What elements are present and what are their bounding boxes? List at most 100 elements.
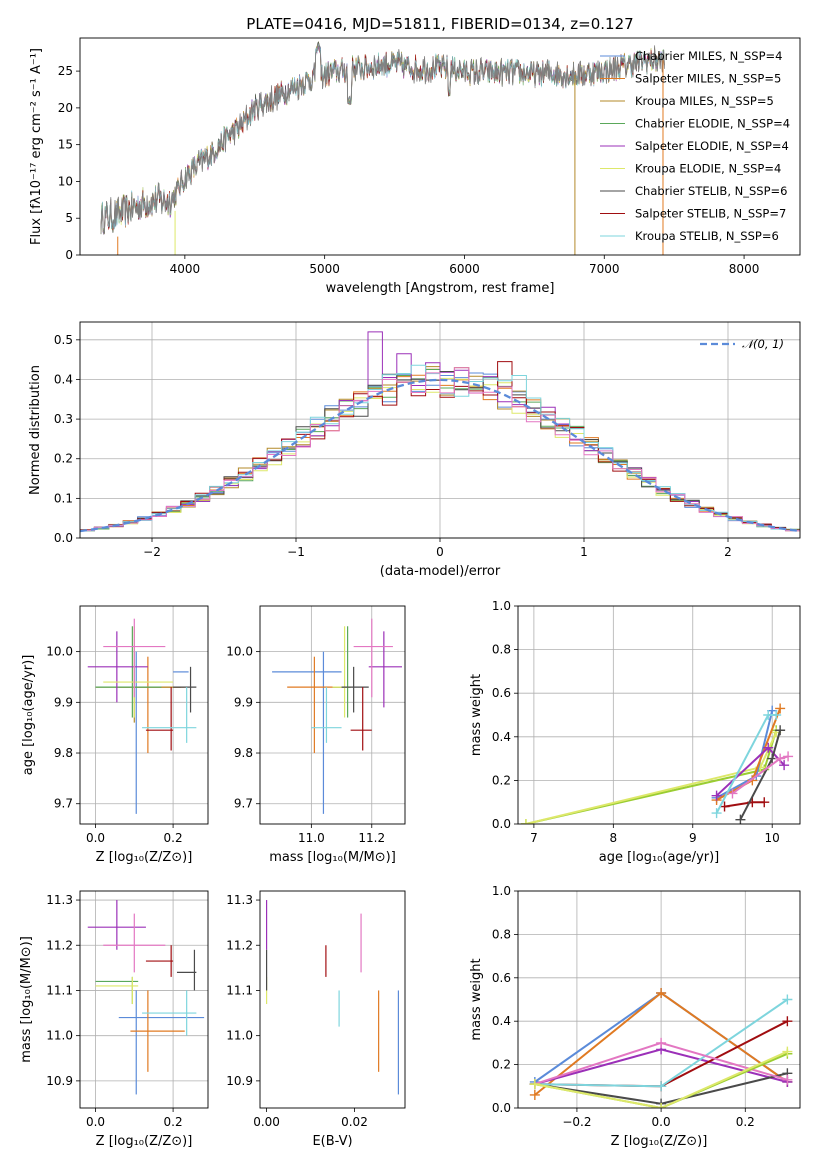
x-tick-label: 11.2 — [358, 831, 385, 845]
x-axis-label: age [log₁₀(age/yr)] — [599, 850, 720, 865]
plots-layer: 4000 5000 6000 7000 80000510152025wavelength… — [19, 37, 801, 1149]
y-tick-label: 0.8 — [492, 927, 511, 941]
errorbar-point-purple — [87, 631, 148, 703]
x-tick-label: 6000 — [449, 262, 480, 276]
series-pink — [727, 751, 794, 799]
y-tick-label: 1.0 — [492, 884, 511, 898]
series-marker — [656, 1081, 667, 1092]
y-tick-label: 0.6 — [492, 686, 511, 700]
x-tick-label: 0.2 — [736, 1115, 755, 1129]
x-tick-label: 0 — [436, 545, 444, 559]
y-tick-label: 11.1 — [46, 983, 73, 997]
x-tick-label: 0.2 — [164, 831, 183, 845]
errorbar-point-darkred — [145, 687, 174, 751]
series-marker — [782, 1016, 793, 1027]
legend-label-gaussian: 𝒩(0, 1) — [742, 337, 784, 351]
series-marker — [775, 753, 786, 764]
y-tick-label: 11.3 — [46, 893, 73, 907]
series-marker — [520, 819, 531, 824]
axes-frame — [517, 605, 801, 825]
x-tick-label: 4000 — [170, 262, 201, 276]
y-tick-label: 9.8 — [234, 746, 253, 760]
y-axis-label: mass weight — [469, 674, 484, 756]
plot-area-mass-vs-z — [87, 900, 205, 1095]
histogram-legend: 𝒩(0, 1) — [700, 337, 784, 351]
errorbar-point-blue — [118, 990, 205, 1095]
ticks-histogram: −2 −1 0 1 2 0.0 0.1 0.2 0.3 0.4 0.5 — [54, 333, 732, 559]
y-tick-label: 0.5 — [54, 333, 73, 347]
x-axis-label: Z [log₁₀(Z/Z⊙)] — [96, 1134, 193, 1149]
errorbar-point-cyan — [142, 687, 197, 743]
errorbar-point-darkgray — [176, 949, 197, 991]
x-tick-label: 0.0 — [652, 1115, 671, 1129]
errorbar-point-darkred — [145, 945, 174, 977]
x-tick-label: 0.00 — [253, 1115, 280, 1129]
spectrum-legend: Chabrier MILES, N_SSP=4 Salpeter MILES, N… — [600, 49, 790, 243]
series-line — [534, 1050, 788, 1108]
errorbar-point-cyan — [142, 990, 197, 1036]
errorbar-point-purple — [368, 631, 402, 708]
series-marker — [775, 703, 786, 714]
axes-frame — [517, 890, 801, 1109]
y-axis-label: mass weight — [469, 958, 484, 1040]
series-pink — [529, 1037, 793, 1090]
x-tick-label: 10 — [765, 831, 780, 845]
x-tick-label: 0.0 — [86, 831, 105, 845]
panel-age-vs-mass: 11.0 11.2 9.7 9.8 9.9 10.0 mass [log₁₀(M/M⊙)] — [226, 605, 406, 865]
y-tick-label: 11.2 — [226, 938, 253, 952]
y-axis-label: age [log₁₀(age/yr)] — [21, 655, 36, 776]
axes-frame — [79, 321, 801, 539]
y-tick-label: 0.1 — [54, 491, 73, 505]
y-tick-label: 0.0 — [492, 1101, 511, 1115]
x-axis-label: Z [log₁₀(Z/Z⊙)] — [96, 850, 193, 865]
axes-frame — [259, 605, 406, 825]
y-tick-label: 10.0 — [46, 645, 73, 659]
ticks-age-vs-z: 0.0 0.2 9.7 9.8 9.9 10.0 — [46, 645, 182, 845]
y-tick-label: 10.9 — [46, 1074, 73, 1088]
ticks-massweight-vs-age: 7 8 9 10 0.0 0.2 0.4 0.6 0.8 1.0 — [492, 599, 780, 845]
y-tick-label: 0 — [65, 248, 73, 262]
series-marker — [771, 710, 782, 720]
x-tick-label: −0.2 — [562, 1115, 591, 1129]
ticks-massweight-vs-z: −0.2 0.0 0.2 0.0 0.2 0.4 0.6 0.8 1.0 — [492, 884, 755, 1129]
series-marker — [759, 797, 770, 808]
axes-frame — [79, 890, 209, 1109]
y-tick-label: 0.3 — [54, 412, 73, 426]
x-tick-label: 11.0 — [298, 831, 325, 845]
series-marker — [656, 987, 667, 998]
y-tick-label: 0.2 — [492, 1058, 511, 1072]
series-marker — [711, 790, 722, 801]
y-tick-label: 15 — [58, 138, 73, 152]
panel-age-vs-z: 0.0 0.2 9.7 9.8 9.9 10.0 Z [log₁₀(Z/Z⊙)] age [l… — [21, 605, 209, 865]
y-tick-label: 5 — [65, 211, 73, 225]
gaussian-curve — [80, 378, 800, 533]
x-tick-label: 8000 — [729, 262, 760, 276]
errorbar-point-pink — [353, 618, 393, 698]
series-marker — [779, 760, 790, 771]
y-axis-label: mass [log₁₀(M/M⊙)] — [19, 936, 34, 1063]
plot-area-massweight-vs-z — [529, 987, 793, 1108]
panel-massweight-vs-age: 7 8 9 10 0.0 0.2 0.4 0.6 0.8 1.0 age [log₁₀(age/yr… — [469, 599, 801, 865]
ticks-spectrum: 4000 5000 6000 7000 8000 0 5 10 15 20 25 — [58, 64, 760, 276]
y-tick-label: 10.9 — [226, 1074, 253, 1088]
panel-massweight-vs-z: −0.2 0.0 0.2 0.0 0.2 0.4 0.6 0.8 1.0 Z [log₁₀(Z/Z… — [469, 884, 801, 1149]
errorbar-point-darkgray — [341, 666, 369, 713]
y-tick-label: 11.3 — [226, 893, 253, 907]
series-marker — [727, 788, 738, 799]
y-axis-label: Normed distribution — [28, 365, 43, 495]
y-tick-label: 9.7 — [54, 797, 73, 811]
y-tick-label: 0.4 — [54, 372, 73, 386]
series-marker — [782, 1074, 793, 1085]
y-tick-label: 0.6 — [492, 971, 511, 985]
y-tick-label: 1.0 — [492, 599, 511, 613]
legend-label: Chabrier STELIB, N_SSP=6 — [635, 184, 787, 198]
ticks-age-vs-mass: 11.0 11.2 9.7 9.8 9.9 10.0 — [226, 645, 385, 845]
series-marker — [763, 742, 774, 753]
grid-age-vs-z — [80, 606, 208, 824]
x-tick-label: 8 — [610, 831, 618, 845]
y-tick-label: 9.7 — [234, 797, 253, 811]
y-tick-label: 20 — [58, 101, 73, 115]
series-yellow — [529, 1046, 793, 1108]
panel-histogram: −2 −1 0 1 2 0.0 0.1 0.2 0.3 0.4 0.5 (data-model)/er… — [28, 321, 801, 579]
errorbar-point-blue — [272, 651, 342, 814]
